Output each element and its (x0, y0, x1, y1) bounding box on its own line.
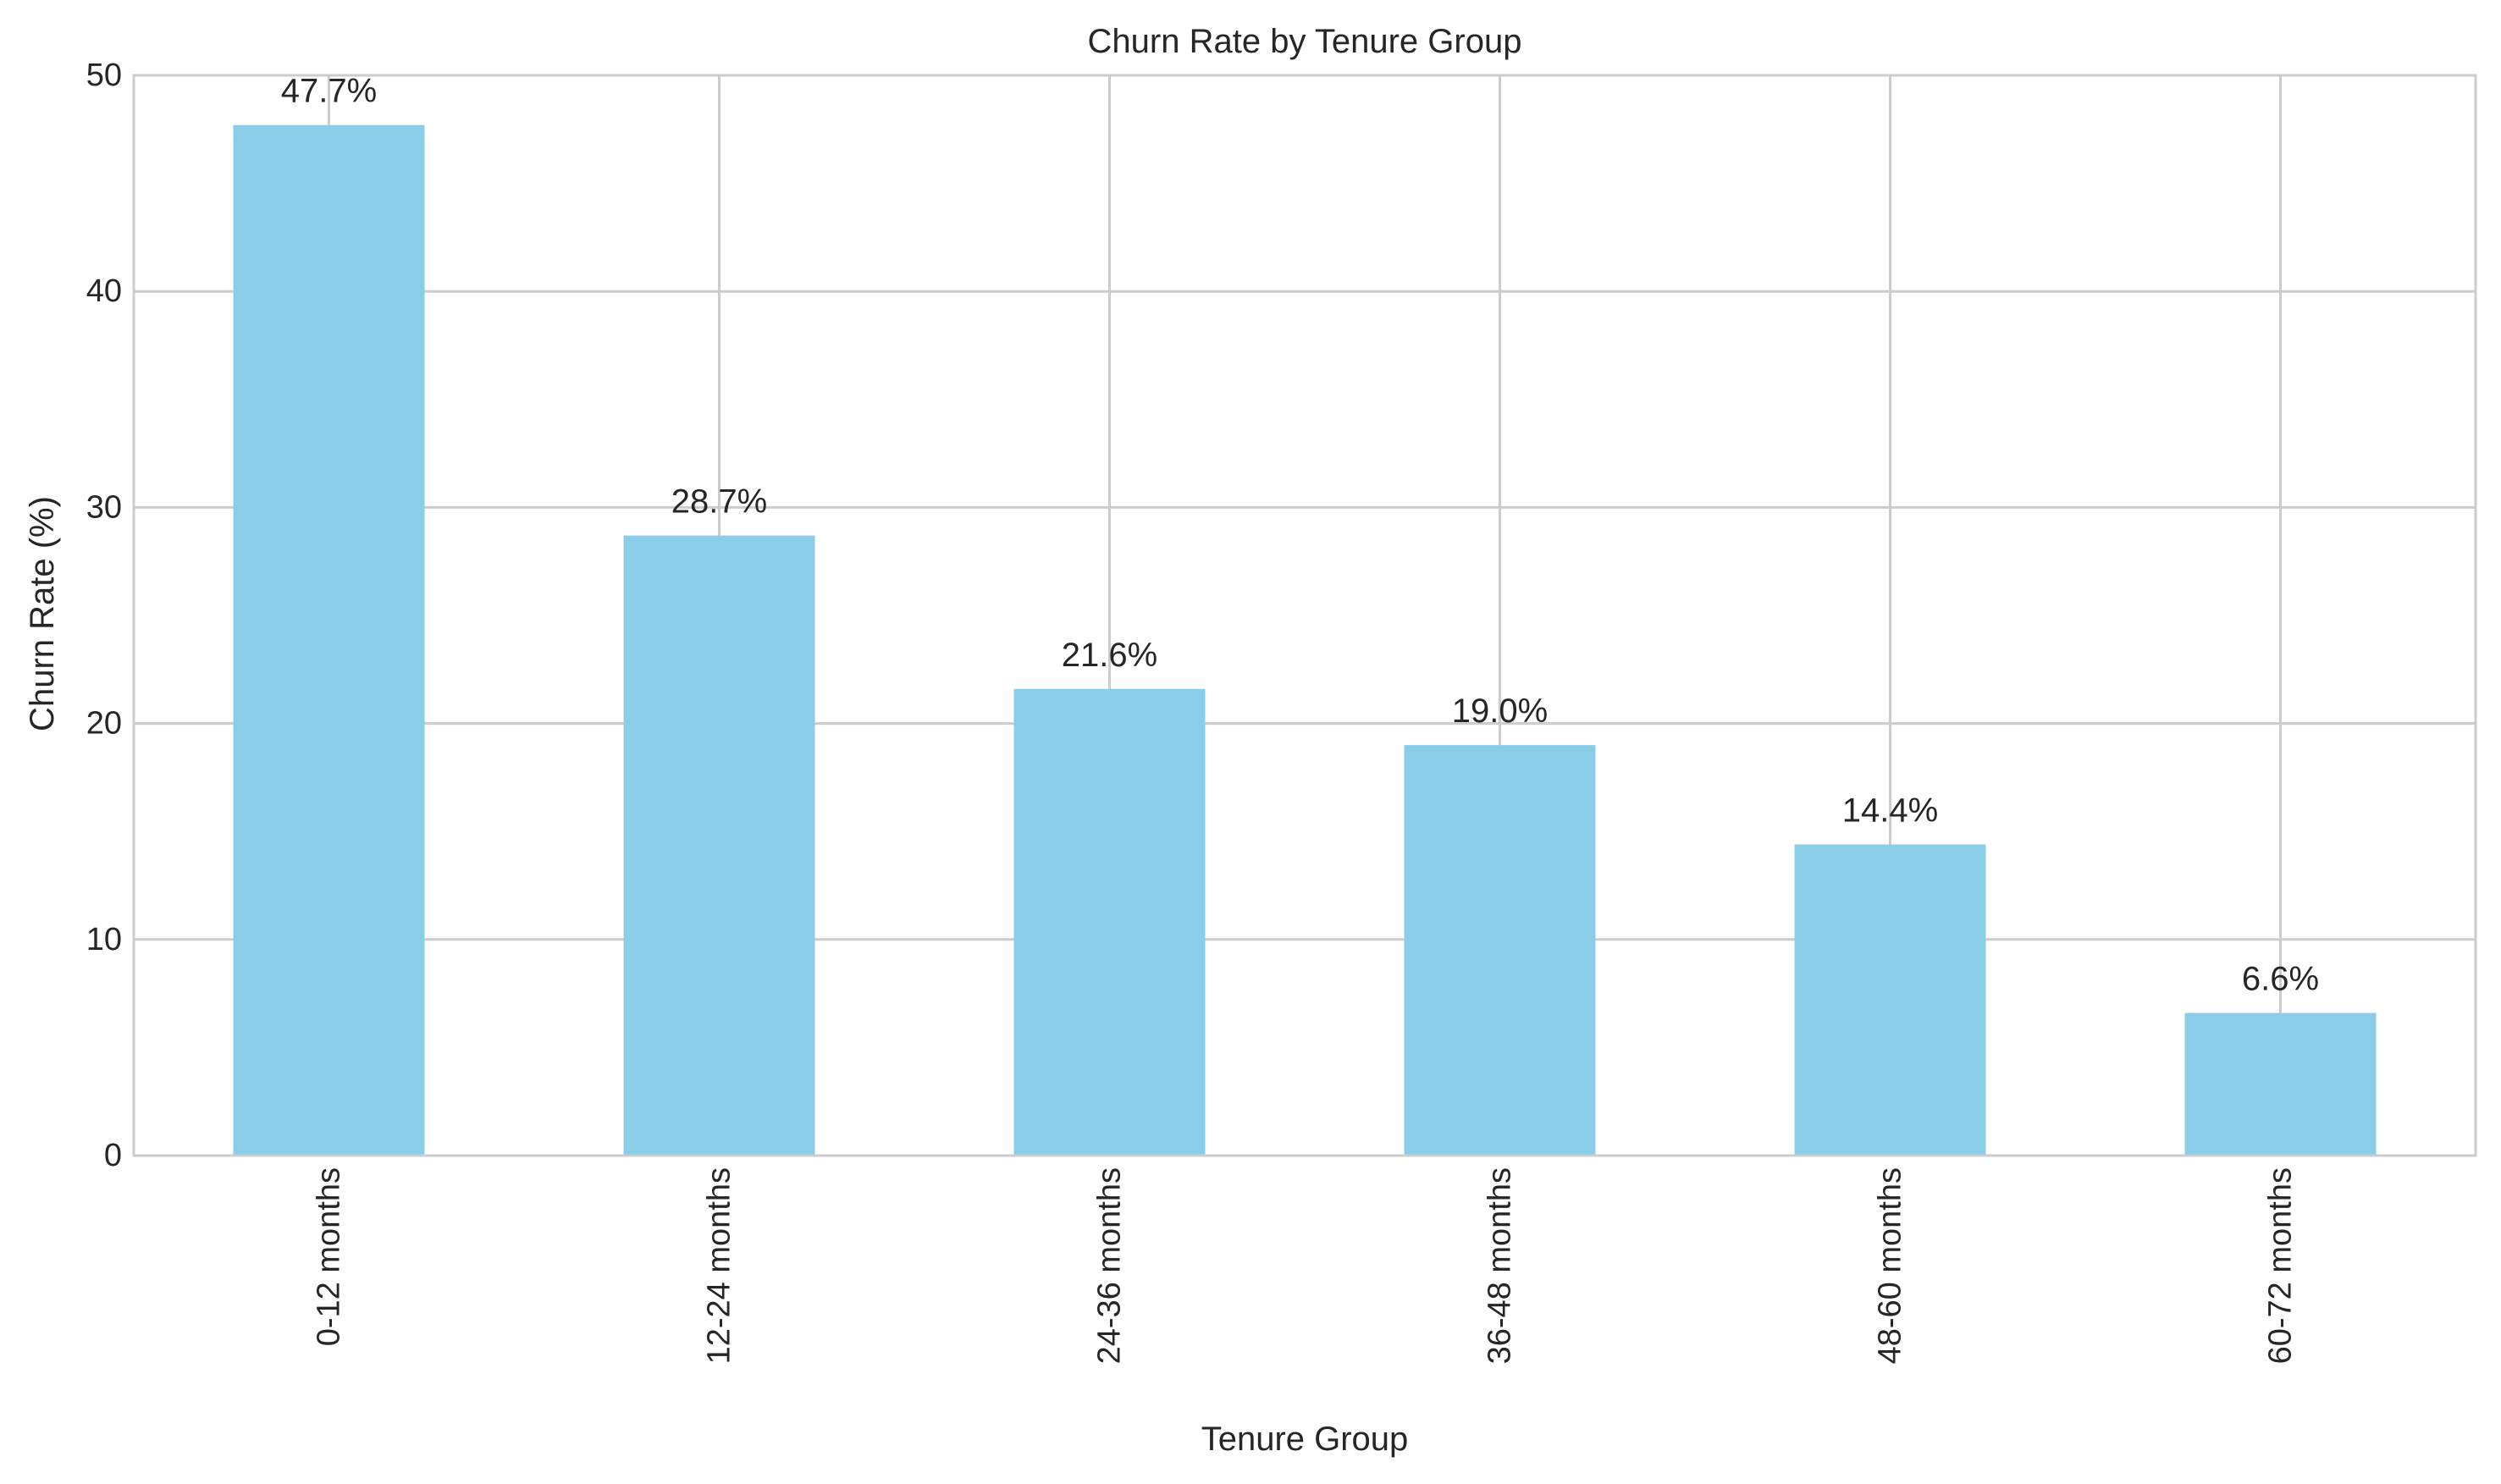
y-tick-label: 0 (104, 1138, 122, 1173)
y-tick-label: 10 (86, 922, 122, 957)
x-tick-labels: 0-12 months 12-24 months 24-36 months 36-48… (312, 1167, 2299, 1364)
x-tick-label: 0-12 months (312, 1167, 347, 1346)
data-labels: 47.7% 28.7% 21.6% 19.0% 14.4% 6.6% (281, 73, 2319, 998)
data-label: 19.0% (1452, 692, 1548, 730)
y-tick-label: 30 (86, 489, 122, 525)
data-label: 28.7% (671, 483, 767, 521)
x-tick-label: 12-24 months (702, 1167, 737, 1364)
bar-36-48-months (1404, 745, 1596, 1156)
x-tick-label: 24-36 months (1092, 1167, 1128, 1364)
bar-48-60-months (1794, 844, 1986, 1156)
y-tick-label: 40 (86, 273, 122, 309)
x-axis-label: Tenure Group (1201, 1421, 1409, 1458)
bars (233, 124, 2377, 1156)
bar-12-24-months (623, 535, 815, 1156)
data-label: 14.4% (1842, 792, 1938, 830)
data-label: 21.6% (1062, 637, 1157, 674)
y-tick-label: 50 (86, 58, 122, 93)
y-tick-label: 20 (86, 706, 122, 742)
y-tick-labels: 0 10 20 30 40 50 (86, 58, 122, 1173)
bar-60-72-months (2184, 1012, 2377, 1156)
x-tick-label: 48-60 months (1873, 1167, 1908, 1364)
y-axis-label: Churn Rate (%) (24, 496, 61, 731)
chart-title: Churn Rate by Tenure Group (1088, 23, 1522, 60)
x-tick-label: 60-72 months (2263, 1167, 2299, 1364)
plot-frame (132, 74, 2477, 1157)
data-label: 6.6% (2242, 961, 2319, 998)
data-label: 47.7% (281, 73, 377, 110)
bar-24-36-months (1013, 688, 1206, 1156)
x-tick-label: 36-48 months (1482, 1167, 1518, 1364)
bar-0-12-months (233, 124, 425, 1156)
